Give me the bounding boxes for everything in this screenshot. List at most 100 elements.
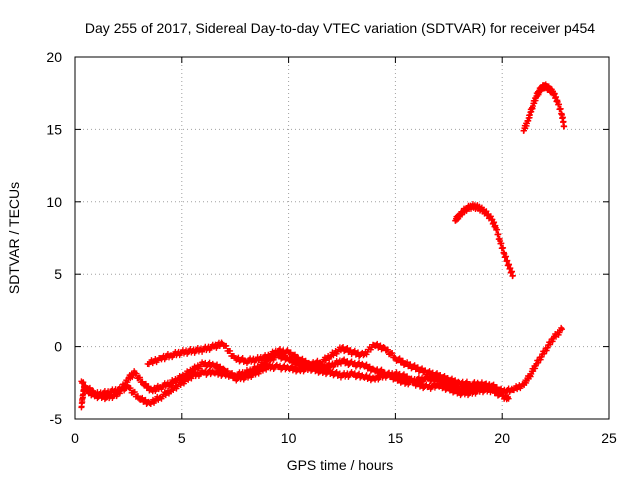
data-point [298, 356, 305, 363]
data-point [535, 359, 542, 366]
data-point [227, 347, 234, 354]
data-point [544, 344, 551, 351]
grid-lines [75, 57, 609, 419]
data-point [188, 369, 195, 376]
data-point [418, 366, 425, 373]
data-point [437, 371, 444, 378]
data-point [541, 350, 548, 357]
data-point [396, 355, 403, 362]
data-point [406, 362, 413, 369]
y-axis-label: SDTVAR / TECUs [6, 182, 22, 294]
data-point [414, 364, 421, 371]
data-point [90, 389, 97, 396]
x-tick-label: 0 [71, 430, 79, 446]
axis-ticks: 0 5 10 15 20 25 -5 0 5 10 15 20 [46, 49, 617, 446]
data-point [441, 372, 448, 379]
data-point [138, 395, 145, 402]
data-point [292, 351, 299, 358]
data-point [407, 361, 414, 368]
data-point [366, 363, 373, 370]
data-point [362, 362, 369, 369]
data-point [547, 341, 554, 348]
data-point [449, 385, 456, 392]
data-point [492, 389, 499, 396]
data-point [490, 386, 497, 393]
data-point [301, 358, 308, 365]
series-track-lower [78, 359, 512, 403]
data-point [340, 344, 347, 351]
y-tick-label: 0 [54, 339, 62, 355]
data-point [212, 362, 219, 369]
data-point [117, 387, 124, 394]
data-point [188, 375, 195, 382]
data-point [280, 353, 287, 360]
data-point [139, 394, 146, 401]
data-point [116, 390, 123, 397]
data-point [360, 352, 367, 359]
data-point [121, 383, 128, 390]
data-point [395, 356, 402, 363]
x-tick-label: 15 [388, 430, 404, 446]
data-point [131, 388, 138, 395]
data-point [440, 374, 447, 381]
data-point [549, 338, 556, 345]
x-tick-label: 25 [601, 430, 617, 446]
y-tick-label: 5 [54, 266, 62, 282]
data-point [217, 363, 224, 370]
data-point [411, 362, 418, 369]
data-point [421, 368, 428, 375]
data-point [398, 358, 405, 365]
data-point [410, 363, 417, 370]
data-point [224, 367, 231, 374]
x-tick-label: 20 [494, 430, 510, 446]
data-point [436, 372, 443, 379]
data-point [290, 352, 297, 359]
plot-frame [74, 56, 610, 420]
data-point [408, 375, 415, 382]
data-point [223, 342, 230, 349]
x-tick-label: 5 [178, 430, 186, 446]
data-point [287, 356, 294, 363]
data-point [538, 353, 545, 360]
data-point [453, 386, 460, 393]
data-point [389, 349, 396, 356]
data-point [404, 373, 411, 380]
x-axis-label: GPS time / hours [287, 457, 394, 473]
data-point [543, 347, 550, 354]
data-point [384, 346, 391, 353]
y-tick-label: 10 [46, 194, 62, 210]
data-point [403, 374, 410, 381]
data-point [343, 346, 350, 353]
data-point [404, 359, 411, 366]
data-point [399, 357, 406, 364]
data-point [365, 364, 372, 371]
data-point [127, 385, 134, 392]
data-point [136, 374, 143, 381]
data-point [344, 345, 351, 352]
data-point [142, 396, 149, 403]
data-point [286, 350, 293, 357]
data-point [410, 379, 417, 386]
data-point [537, 356, 544, 363]
plot-markers [78, 81, 568, 411]
data-point [561, 123, 568, 130]
data-point [380, 344, 387, 351]
data-point [407, 376, 414, 383]
data-point [263, 366, 270, 373]
data-point [419, 365, 426, 372]
data-point [273, 350, 280, 357]
data-point [346, 348, 353, 355]
data-point [167, 380, 174, 387]
data-point [214, 361, 221, 368]
data-point [228, 370, 235, 377]
y-tick-label: 20 [46, 49, 62, 65]
data-point [124, 379, 131, 386]
data-point [363, 361, 370, 368]
series-track-high-arc [520, 81, 568, 134]
data-point [218, 339, 225, 346]
chart-title: Day 255 of 2017, Sidereal Day-to-day VTE… [85, 20, 595, 36]
data-point [220, 365, 227, 372]
data-point [505, 395, 512, 402]
data-point [302, 357, 309, 364]
